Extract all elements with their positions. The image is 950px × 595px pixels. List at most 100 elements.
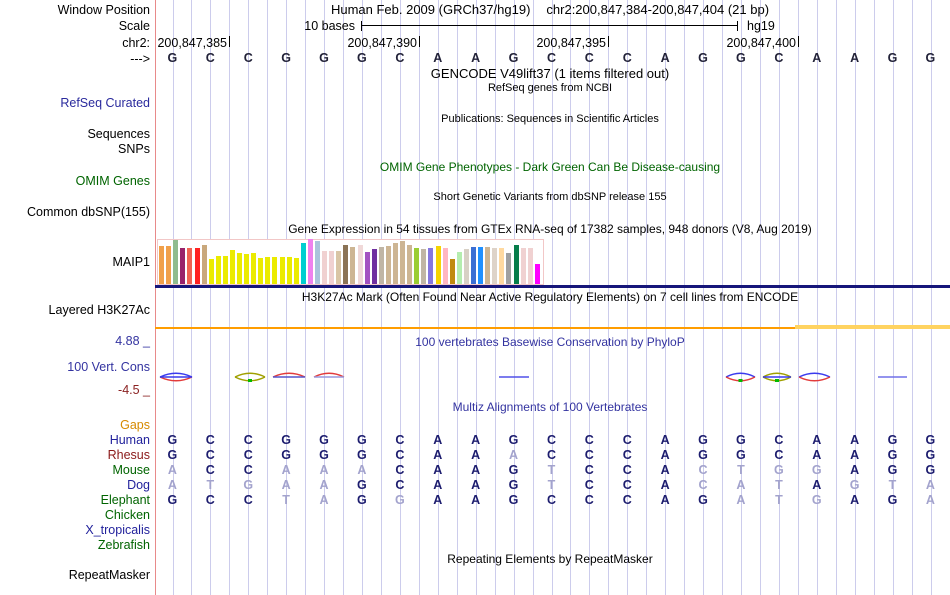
track-label-h3k27ac[interactable]: Layered H3K27Ac [48,303,150,317]
multiz-label-elephant[interactable]: Elephant [100,493,150,507]
reference-base: G [319,51,329,65]
gtex-tissue-bar [343,245,349,284]
multiz-label-human[interactable]: Human [109,433,150,447]
reference-base: G [925,51,936,65]
multiz-label-xtropicalis[interactable]: X_tropicalis [85,523,150,537]
assembly-title: Human Feb. 2009 (GRCh37/hg19) [330,2,531,17]
base-gridline [305,0,307,595]
multiz-label-zebrafish[interactable]: Zebrafish [97,538,150,552]
title-multiz[interactable]: Multiz Alignments of 100 Vertebrates [452,400,648,414]
track-label-refseq[interactable]: RefSeq Curated [60,96,150,110]
gtex-tissue-bar [251,253,257,284]
alignment-base-dog: C [698,478,708,492]
base-gridline [816,0,818,595]
alignment-base-elephant: G [357,493,367,507]
alignment-base-mouse: A [319,463,329,477]
scale-value: 10 bases [304,19,355,33]
alignment-base-rhesus: A [850,448,860,462]
gtex-tissue-bar [364,252,370,284]
gtex-bar-chart[interactable] [157,239,544,285]
scale-bar [361,21,738,31]
gtex-tissue-bar [322,251,328,284]
cons-min-value: -4.5 _ [118,383,150,397]
strand-arrow-label: ---> [130,52,150,66]
h3k27ac-signal-peak [795,325,950,329]
alignment-base-mouse: G [811,463,822,477]
title-refseq[interactable]: RefSeq genes from NCBI [487,82,613,94]
reference-base: G [357,51,367,65]
reference-base: G [698,51,708,65]
alignment-base-elephant: C [622,493,632,507]
conservation-glyph [762,370,792,384]
track-label-cons[interactable]: 100 Vert. Cons [67,360,150,374]
alignment-base-mouse: A [433,463,443,477]
gtex-tissue-bar [300,243,306,284]
alignment-base-mouse: C [622,463,632,477]
multiz-label-mouse[interactable]: Mouse [112,463,150,477]
base-gridline [627,0,629,595]
gtex-tissue-bar [222,256,228,284]
alignment-base-elephant: A [319,493,329,507]
title-h3k27ac[interactable]: H3K27Ac Mark (Often Found Near Active Re… [301,290,799,304]
reference-base: C [622,51,632,65]
alignment-base-human: C [622,433,632,447]
multiz-label-chicken[interactable]: Chicken [104,508,150,522]
multiz-label-gaps[interactable]: Gaps [120,418,150,432]
reference-base: C [243,51,253,65]
h3k27ac-signal-line[interactable] [155,327,950,329]
base-gridline [324,0,326,595]
base-gridline [494,0,496,595]
title-gtex[interactable]: Gene Expression in 54 tissues from GTEx … [288,222,812,236]
alignment-base-dog: A [433,478,443,492]
alignment-base-mouse: C [584,463,594,477]
conservation-glyph [798,370,831,384]
alignment-base-elephant: A [850,493,860,507]
base-gridline [608,0,610,595]
alignment-base-rhesus: A [508,448,519,462]
reference-base: C [584,51,594,65]
gtex-tissue-bar [307,239,313,284]
track-label-sequences[interactable]: Sequences [87,127,150,141]
alignment-base-mouse: G [887,463,898,477]
track-label-snps[interactable]: SNPs [118,142,150,156]
alignment-base-rhesus: G [698,448,708,462]
alignment-base-human: G [281,433,291,447]
multiz-label-rhesus[interactable]: Rhesus [107,448,150,462]
alignment-base-dog: T [888,478,897,492]
title-publications[interactable]: Publications: Sequences in Scientific Ar… [441,113,659,125]
track-label-repeatmasker[interactable]: RepeatMasker [68,568,150,582]
alignment-base-mouse: A [660,463,670,477]
alignment-base-elephant: G [395,493,405,507]
gtex-tissue-bar [279,257,285,284]
gtex-tissue-bar [173,240,179,284]
title-omim[interactable]: OMIM Gene Phenotypes - Dark Green Can Be… [379,160,721,174]
alignment-base-mouse: A [167,463,177,477]
multiz-label-dog[interactable]: Dog [127,478,150,492]
gtex-baseline [155,285,950,288]
gtex-tissue-bar [428,248,434,284]
alignment-base-elephant: C [584,493,594,507]
title-gencode[interactable]: GENCODE V49lift37 (1 items filtered out) [430,66,670,81]
base-gridline [703,0,705,595]
alignment-base-elephant: G [167,493,178,507]
ruler-tick-label: 200,847,390 [347,36,417,50]
alignment-base-rhesus: C [395,448,405,462]
base-gridline [399,0,401,595]
gtex-tissue-bar [485,247,491,284]
track-label-gtex-gene[interactable]: MAIP1 [112,255,150,269]
alignment-base-human: C [546,433,557,447]
gtex-tissue-bar [385,246,391,284]
alignment-base-dog: C [395,478,405,492]
track-label-omim[interactable]: OMIM Genes [75,174,150,188]
alignment-base-elephant: G [698,493,708,507]
alignment-base-elephant: A [660,493,670,507]
window-position-title: Human Feb. 2009 (GRCh37/hg19) chr2:200,84… [155,2,945,17]
alignment-base-elephant: T [282,493,290,507]
title-conservation[interactable]: 100 vertebrates Basewise Conservation by… [415,335,685,349]
base-gridline [854,0,856,595]
track-label-dbsnp[interactable]: Common dbSNP(155) [27,205,150,219]
base-gridline [873,0,875,595]
title-repeatmasker[interactable]: Repeating Elements by RepeatMasker [447,552,653,566]
gtex-tissue-bar [265,257,271,284]
title-dbsnp[interactable]: Short Genetic Variants from dbSNP releas… [433,191,667,203]
